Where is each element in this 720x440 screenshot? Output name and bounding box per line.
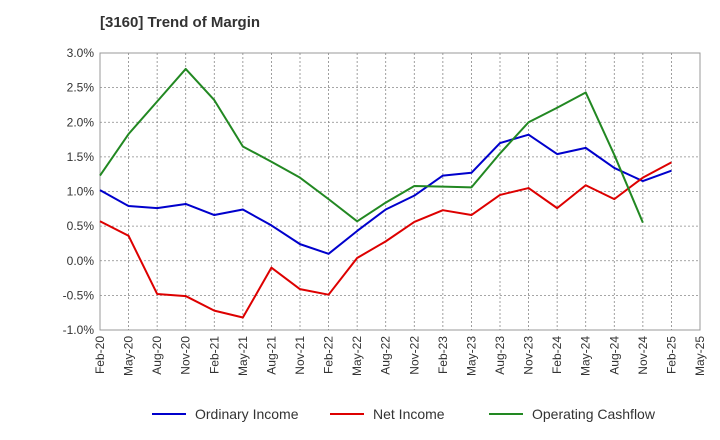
x-tick-label: Nov-24 bbox=[636, 336, 650, 375]
y-tick-label: 1.0% bbox=[67, 185, 95, 199]
series-line-ordinary-income bbox=[99, 133, 672, 255]
y-tick-label: 1.5% bbox=[67, 150, 95, 164]
x-tick-label: Feb-20 bbox=[93, 336, 107, 374]
x-tick-label: Aug-23 bbox=[493, 336, 507, 375]
legend-label: Operating Cashflow bbox=[532, 406, 656, 422]
series-line-net-income bbox=[99, 161, 672, 319]
axes: -1.0% -0.5% 0.0% 0.5% 1.0% 1.5% 2.0% 2.5% 3.0% Fe… bbox=[63, 46, 707, 376]
x-tick-label: Feb-22 bbox=[322, 336, 336, 374]
x-tick-label: Nov-20 bbox=[179, 336, 193, 375]
legend: Ordinary Income Net Income Operating Cashf… bbox=[152, 406, 656, 422]
x-tick-label: Nov-22 bbox=[407, 336, 421, 375]
x-tick-label: Feb-21 bbox=[207, 336, 221, 374]
x-tick-label: May-22 bbox=[350, 336, 364, 376]
chart-title: [3160] Trend of Margin bbox=[100, 14, 261, 31]
x-tick-label: May-21 bbox=[236, 336, 250, 376]
y-tick-label: 2.0% bbox=[67, 115, 95, 129]
y-tick-label: 2.5% bbox=[67, 81, 95, 95]
series-lines bbox=[99, 67, 672, 319]
x-tick-label: Feb-24 bbox=[550, 336, 564, 374]
x-tick-label: Nov-21 bbox=[293, 336, 307, 375]
x-tick-label: May-23 bbox=[464, 336, 478, 376]
x-tick-label: Feb-25 bbox=[664, 336, 678, 374]
x-tick-label: Aug-24 bbox=[607, 336, 621, 375]
x-tick-label: May-24 bbox=[579, 336, 593, 376]
y-tick-label: 0.0% bbox=[67, 254, 95, 268]
x-tick-label: Aug-22 bbox=[379, 336, 393, 375]
y-tick-label: -0.5% bbox=[63, 288, 95, 302]
x-tick-label: Aug-20 bbox=[150, 336, 164, 375]
legend-label: Ordinary Income bbox=[195, 406, 299, 422]
x-tick-label: Aug-21 bbox=[264, 336, 278, 375]
y-tick-label: 0.5% bbox=[67, 219, 95, 233]
y-tick-label: 3.0% bbox=[67, 46, 95, 60]
series-line-operating-cashflow bbox=[99, 67, 644, 224]
y-tick-label: -1.0% bbox=[63, 323, 95, 337]
legend-label: Net Income bbox=[373, 406, 445, 422]
x-tick-label: Nov-23 bbox=[522, 336, 536, 375]
x-tick-label: May-20 bbox=[122, 336, 136, 376]
x-tick-label: May-25 bbox=[693, 336, 707, 376]
x-tick-label: Feb-23 bbox=[436, 336, 450, 374]
